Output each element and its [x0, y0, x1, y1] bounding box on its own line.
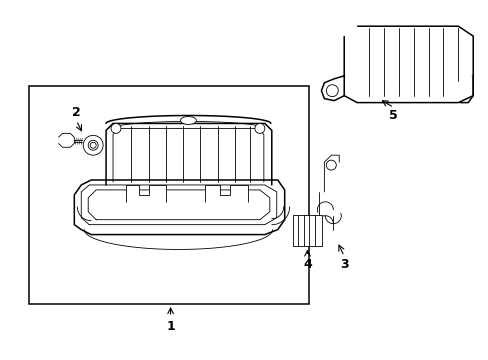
- Ellipse shape: [83, 135, 103, 155]
- Polygon shape: [59, 133, 74, 147]
- Text: 4: 4: [303, 258, 311, 271]
- Ellipse shape: [88, 140, 98, 150]
- Text: 5: 5: [388, 109, 397, 122]
- Polygon shape: [205, 185, 247, 202]
- Polygon shape: [126, 185, 165, 202]
- Polygon shape: [344, 26, 472, 83]
- Ellipse shape: [254, 123, 264, 133]
- Ellipse shape: [90, 142, 96, 148]
- Text: 1: 1: [166, 320, 175, 333]
- Text: 2: 2: [72, 106, 81, 119]
- Bar: [29, 86, 309, 304]
- Text: 3: 3: [339, 258, 348, 271]
- Polygon shape: [344, 76, 472, 103]
- Ellipse shape: [180, 117, 196, 125]
- Ellipse shape: [325, 85, 338, 96]
- Bar: [292, 215, 322, 247]
- Polygon shape: [321, 76, 344, 100]
- Polygon shape: [74, 180, 284, 235]
- Ellipse shape: [111, 123, 121, 133]
- Ellipse shape: [325, 160, 336, 170]
